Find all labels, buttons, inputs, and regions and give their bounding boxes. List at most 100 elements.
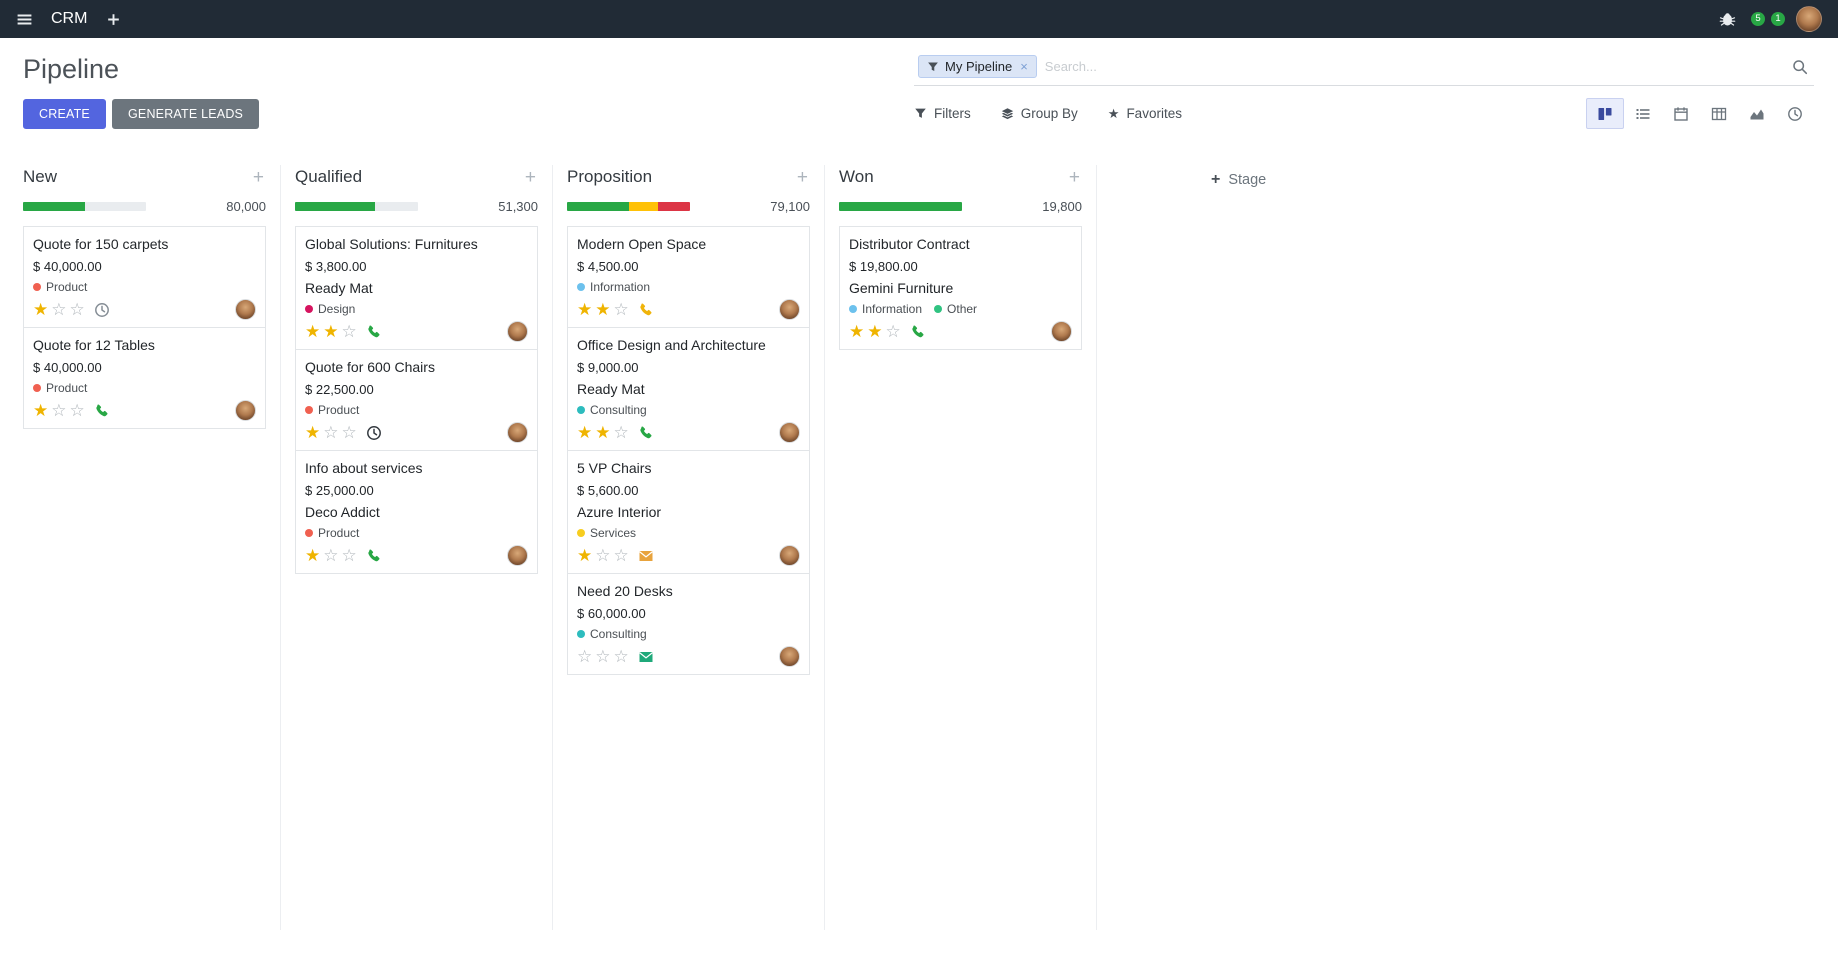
- card-title[interactable]: Quote for 12 Tables: [33, 337, 155, 353]
- priority-stars[interactable]: ★★ ☆: [849, 323, 904, 340]
- view-list-button[interactable]: [1624, 98, 1662, 129]
- priority-stars[interactable]: ★ ☆☆: [577, 547, 632, 564]
- priority-stars[interactable]: ★★ ☆: [577, 301, 632, 318]
- progress-segment[interactable]: [839, 202, 962, 211]
- star-filled-icon[interactable]: ★★: [577, 423, 614, 442]
- kanban-card[interactable]: Quote for 600 Chairs $ 22,500.00 Product…: [295, 349, 538, 451]
- card-title[interactable]: Info about services: [305, 460, 423, 476]
- envelope-icon[interactable]: [638, 649, 654, 665]
- column-progressbar[interactable]: [839, 202, 962, 211]
- star-empty-icon[interactable]: ☆☆: [51, 401, 88, 420]
- priority-stars[interactable]: ★ ☆☆: [33, 301, 88, 318]
- progress-segment[interactable]: [295, 202, 375, 211]
- page-title: Pipeline: [23, 53, 120, 84]
- kanban-card[interactable]: Info about services $ 25,000.00 Deco Add…: [295, 450, 538, 574]
- view-calendar-button[interactable]: [1662, 98, 1700, 129]
- kanban-card[interactable]: 5 VP Chairs $ 5,600.00 Azure Interior Se…: [567, 450, 810, 574]
- phone-icon[interactable]: [94, 403, 110, 419]
- star-filled-icon[interactable]: ★★: [849, 322, 886, 341]
- envelope-icon[interactable]: [638, 548, 654, 564]
- tag-label: Consulting: [590, 627, 647, 641]
- add-record-icon[interactable]: +: [796, 166, 808, 188]
- column-progressbar[interactable]: [295, 202, 418, 211]
- card-title[interactable]: Distributor Contract: [849, 236, 970, 252]
- generate-leads-button[interactable]: GENERATE LEADS: [111, 98, 260, 129]
- priority-stars[interactable]: ★★ ☆: [577, 424, 632, 441]
- star-filled-icon[interactable]: ★: [305, 546, 324, 565]
- star-empty-icon[interactable]: ☆☆☆: [577, 647, 632, 666]
- card-title[interactable]: Quote for 150 carpets: [33, 236, 169, 252]
- star-filled-icon[interactable]: ★: [577, 546, 596, 565]
- clock-icon[interactable]: [366, 425, 382, 441]
- user-avatar[interactable]: [1796, 6, 1822, 32]
- kanban-column-won: Won + 19,800 Distributor Contract $ 19,8…: [839, 165, 1097, 930]
- star-empty-icon[interactable]: ☆☆: [323, 546, 360, 565]
- star-empty-icon[interactable]: ☆: [341, 322, 360, 341]
- remove-facet-icon[interactable]: ×: [1020, 59, 1028, 74]
- priority-stars[interactable]: ★ ☆☆: [33, 402, 88, 419]
- kanban-board: New + 80,000 Quote for 150 carpets $ 40,…: [0, 139, 1838, 930]
- app-name[interactable]: CRM: [51, 10, 88, 27]
- progress-segment[interactable]: [23, 202, 85, 211]
- view-pivot-button[interactable]: [1700, 98, 1738, 129]
- progress-segment[interactable]: [628, 202, 659, 211]
- star-empty-icon[interactable]: ☆: [613, 423, 632, 442]
- plus-icon[interactable]: [105, 11, 122, 28]
- bug-icon[interactable]: [1719, 11, 1736, 28]
- search-icon[interactable]: [1792, 59, 1808, 75]
- view-activity-button[interactable]: [1776, 98, 1814, 129]
- phone-icon[interactable]: [910, 324, 926, 340]
- view-graph-button[interactable]: [1738, 98, 1776, 129]
- column-progressbar[interactable]: [567, 202, 690, 211]
- progress-segment[interactable]: [567, 202, 629, 211]
- kanban-card[interactable]: Quote for 150 carpets $ 40,000.00 Produc…: [23, 226, 266, 328]
- card-title[interactable]: Quote for 600 Chairs: [305, 359, 435, 375]
- star-filled-icon[interactable]: ★: [305, 423, 324, 442]
- group-by-menu[interactable]: Group By: [1001, 106, 1078, 121]
- favorites-menu[interactable]: ★ Favorites: [1107, 106, 1182, 121]
- kanban-card[interactable]: Need 20 Desks $ 60,000.00 Consulting ☆☆☆: [567, 573, 810, 675]
- priority-stars[interactable]: ★ ☆☆: [305, 547, 360, 564]
- card-title[interactable]: 5 VP Chairs: [577, 460, 652, 476]
- create-button[interactable]: CREATE: [23, 98, 106, 129]
- star-empty-icon[interactable]: ☆☆: [51, 300, 88, 319]
- kanban-card[interactable]: Quote for 12 Tables $ 40,000.00 Product …: [23, 327, 266, 429]
- clock-icon[interactable]: [94, 302, 110, 318]
- view-kanban-button[interactable]: [1586, 98, 1624, 129]
- kanban-card[interactable]: Distributor Contract $ 19,800.00 Gemini …: [839, 226, 1082, 350]
- search-facet[interactable]: My Pipeline ×: [918, 55, 1037, 78]
- star-empty-icon[interactable]: ☆: [885, 322, 904, 341]
- card-title[interactable]: Modern Open Space: [577, 236, 707, 252]
- priority-stars[interactable]: ★ ☆☆: [305, 424, 360, 441]
- star-filled-icon[interactable]: ★: [33, 401, 52, 420]
- card-title[interactable]: Global Solutions: Furnitures: [305, 236, 478, 252]
- star-empty-icon[interactable]: ☆☆: [595, 546, 632, 565]
- star-filled-icon[interactable]: ★★: [577, 300, 614, 319]
- add-record-icon[interactable]: +: [1068, 166, 1080, 188]
- tag-label: Product: [318, 526, 360, 540]
- kanban-card[interactable]: Office Design and Architecture $ 9,000.0…: [567, 327, 810, 451]
- star-filled-icon[interactable]: ★: [33, 300, 52, 319]
- add-stage-button[interactable]: + Stage: [1211, 168, 1266, 192]
- add-record-icon[interactable]: +: [524, 166, 536, 188]
- priority-stars[interactable]: ★★ ☆: [305, 323, 360, 340]
- kanban-card[interactable]: Global Solutions: Furnitures $ 3,800.00 …: [295, 226, 538, 350]
- add-record-icon[interactable]: +: [252, 166, 264, 188]
- phone-icon[interactable]: [638, 302, 654, 318]
- kanban-card[interactable]: Modern Open Space $ 4,500.00 Information…: [567, 226, 810, 328]
- phone-icon[interactable]: [366, 548, 382, 564]
- search-input[interactable]: [1044, 59, 1784, 74]
- star-filled-icon[interactable]: ★★: [305, 322, 342, 341]
- progress-segment[interactable]: [658, 202, 690, 211]
- filters-menu[interactable]: Filters: [914, 106, 971, 121]
- column-progressbar[interactable]: [23, 202, 146, 211]
- card-title[interactable]: Need 20 Desks: [577, 583, 673, 599]
- search-bar[interactable]: My Pipeline ×: [914, 52, 1814, 86]
- star-empty-icon[interactable]: ☆☆: [323, 423, 360, 442]
- priority-stars[interactable]: ☆☆☆: [577, 648, 632, 665]
- menu-icon[interactable]: [16, 11, 33, 28]
- star-empty-icon[interactable]: ☆: [613, 300, 632, 319]
- phone-icon[interactable]: [366, 324, 382, 340]
- phone-icon[interactable]: [638, 425, 654, 441]
- card-title[interactable]: Office Design and Architecture: [577, 337, 766, 353]
